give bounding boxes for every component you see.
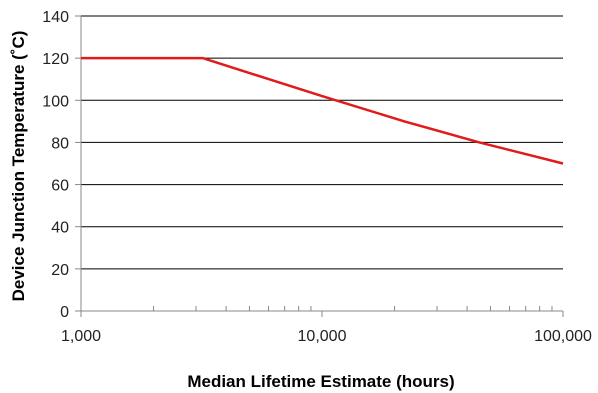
x-tick-label: 100,000 (534, 328, 592, 345)
x-axis-title: Median Lifetime Estimate (hours) (187, 372, 454, 391)
x-minor-ticks (153, 306, 553, 311)
y-tick-label: 40 (51, 220, 69, 237)
series-group (80, 56, 564, 165)
y-tick-label: 100 (42, 93, 69, 110)
axes (75, 15, 564, 317)
x-tick-label: 1,000 (61, 328, 101, 345)
grid-lines (81, 15, 563, 270)
y-axis-title: Device Junction Temperature (˚C) (9, 31, 28, 302)
y-tick-label: 60 (51, 178, 69, 195)
y-tick-label: 0 (60, 304, 69, 321)
y-tick-label: 20 (51, 262, 69, 279)
y-tick-label: 120 (42, 51, 69, 68)
series-line-0 (81, 56, 564, 165)
x-tick-labels: 1,000 10,000 100,000 (61, 328, 592, 345)
y-tick-labels: 0 20 40 60 80 100 120 140 (42, 9, 69, 321)
y-tick-label: 80 (51, 135, 69, 152)
y-tick-label: 140 (42, 9, 69, 26)
x-tick-label: 10,000 (298, 328, 347, 345)
